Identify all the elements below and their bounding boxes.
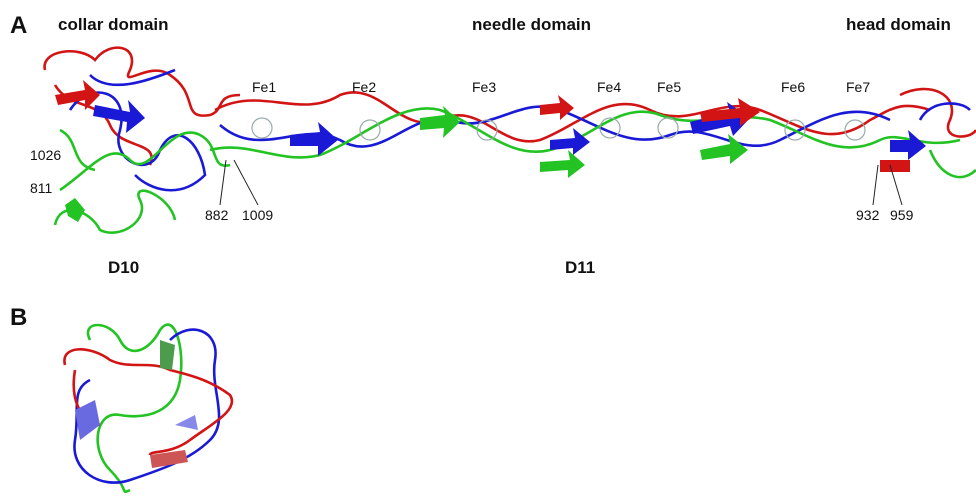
collar-ribbon <box>45 48 240 233</box>
figure: A collar domain needle domain head domai… <box>0 0 976 501</box>
iron-label: Fe5 <box>657 79 681 95</box>
iron-label: Fe4 <box>597 79 621 95</box>
residue-label: 959 <box>890 207 914 223</box>
region-label: D11 <box>565 258 595 277</box>
residue-label: 932 <box>856 207 880 223</box>
panel-label: B <box>10 304 27 331</box>
domain-label: collar domain <box>58 15 169 34</box>
region-label: D10 <box>108 258 139 277</box>
cross-section-ribbon <box>64 325 232 492</box>
iron-label: Fe1 <box>252 79 276 95</box>
iron-label: Fe7 <box>846 79 870 95</box>
iron-label: Fe2 <box>352 79 376 95</box>
panel-label: A <box>10 12 27 39</box>
residue-label: 882 <box>205 207 229 223</box>
needle-ribbon <box>210 89 976 178</box>
domain-label: needle domain <box>472 15 591 34</box>
residue-label: 1009 <box>242 207 273 223</box>
iron-label: Fe3 <box>472 79 496 95</box>
domain-label: head domain <box>846 15 951 34</box>
residue-label: 811 <box>30 180 53 196</box>
iron-label: Fe6 <box>781 79 805 95</box>
residue-label: 1026 <box>30 147 61 163</box>
